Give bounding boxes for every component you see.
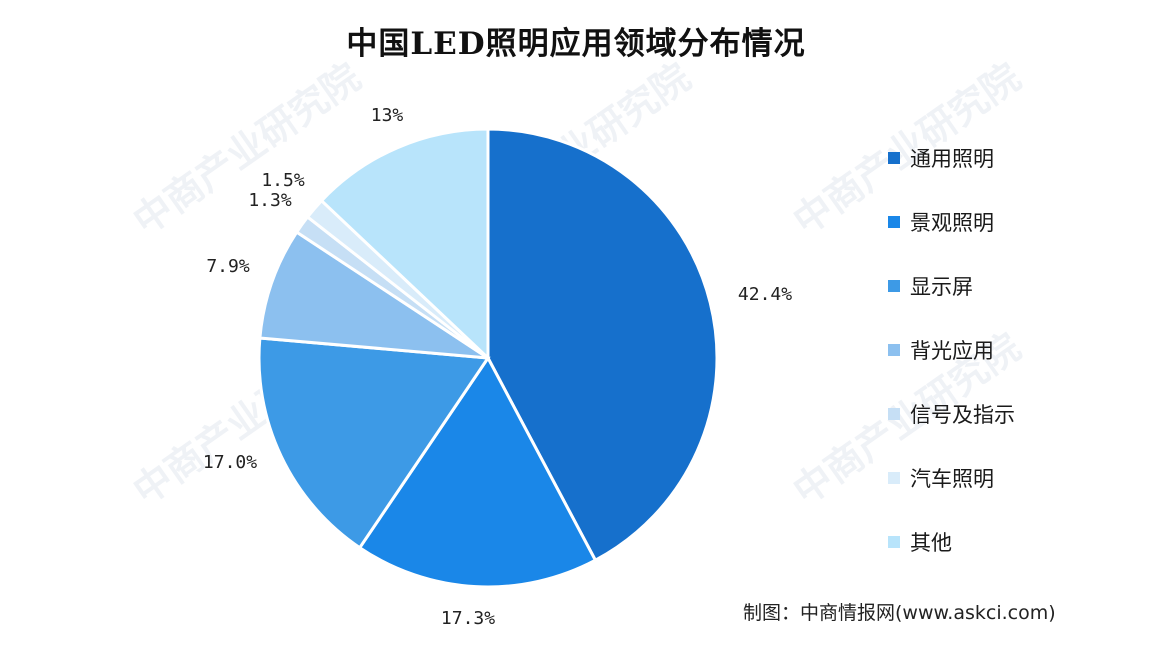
legend-item: 信号及指示 (888, 382, 1068, 446)
legend-label: 显示屏 (910, 275, 973, 299)
legend-item: 景观照明 (888, 190, 1068, 254)
legend-label: 背光应用 (910, 339, 994, 363)
legend-item: 显示屏 (888, 254, 1068, 318)
legend-item: 其他 (888, 510, 1068, 574)
legend-label: 汽车照明 (910, 467, 994, 491)
pie-slice-3 (257, 336, 491, 550)
pie-percent-label: 17.3% (441, 608, 495, 629)
legend-item: 背光应用 (888, 318, 1068, 382)
legend-swatch (888, 536, 900, 548)
source-credit: 制图：中商情报网(www.askci.com) (743, 602, 1056, 624)
legend-swatch (888, 152, 900, 164)
pie-percent-label: 42.4% (738, 284, 792, 305)
chart-legend: 通用照明景观照明显示屏背光应用信号及指示汽车照明其他 (888, 126, 1068, 574)
pie-slice-1 (486, 127, 719, 563)
pie-percent-label: 17.0% (203, 452, 257, 473)
pie-slice-2 (357, 355, 598, 589)
legend-label: 其他 (910, 531, 952, 555)
pie-percent-label: 7.9% (206, 256, 250, 277)
legend-swatch (888, 472, 900, 484)
pie-percent-label: 1.3% (248, 190, 292, 211)
chart-title: 中国LED照明应用领域分布情况 (346, 26, 806, 62)
legend-swatch (888, 216, 900, 228)
pie-slice-4 (258, 230, 489, 360)
pie-percent-label: 1.5% (261, 170, 305, 191)
legend-item: 汽车照明 (888, 446, 1068, 510)
legend-item: 通用照明 (888, 126, 1068, 190)
pie-slice-7 (319, 127, 490, 362)
legend-swatch (888, 344, 900, 356)
pie-percent-label: 13% (371, 105, 404, 126)
legend-swatch (888, 280, 900, 292)
pie-percent-labels: 42.4% 17.3% 17.0% 7.9% 1.3%1.5% 13% (203, 105, 792, 629)
pie-slices (257, 127, 719, 589)
legend-label: 景观照明 (910, 211, 994, 235)
legend-label: 信号及指示 (910, 403, 1015, 427)
legend-label: 通用照明 (910, 147, 994, 171)
legend-swatch (888, 408, 900, 420)
